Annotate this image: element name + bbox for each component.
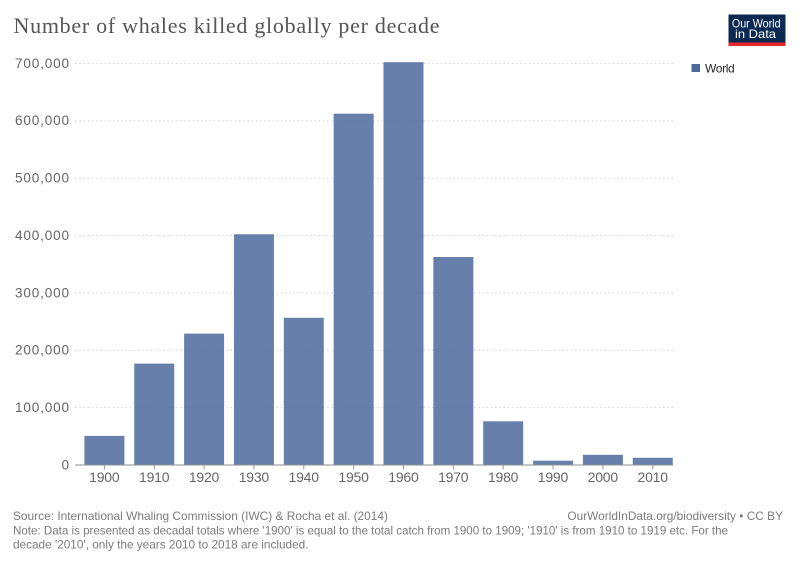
svg-text:Number of whales killed global: Number of whales killed globally per dec…: [14, 13, 440, 38]
svg-text:100,000: 100,000: [15, 400, 69, 415]
svg-text:1920: 1920: [189, 469, 220, 485]
svg-text:500,000: 500,000: [15, 171, 69, 186]
svg-text:1960: 1960: [388, 469, 419, 485]
svg-text:in Data: in Data: [735, 28, 777, 41]
svg-text:Source: International Whaling: Source: International Whaling Commission…: [13, 509, 388, 523]
svg-text:1950: 1950: [338, 469, 369, 485]
svg-text:2010: 2010: [638, 469, 669, 485]
svg-text:1980: 1980: [488, 469, 519, 485]
svg-text:400,000: 400,000: [15, 228, 69, 243]
svg-text:600,000: 600,000: [15, 113, 69, 128]
svg-text:200,000: 200,000: [15, 343, 69, 358]
svg-text:1910: 1910: [139, 469, 170, 485]
svg-text:1900: 1900: [89, 469, 120, 485]
svg-text:1970: 1970: [438, 469, 469, 485]
svg-text:1990: 1990: [538, 469, 569, 485]
svg-text:1930: 1930: [239, 469, 270, 485]
svg-text:OurWorldInData.org/biodiversit: OurWorldInData.org/biodiversity • CC BY: [567, 509, 783, 523]
svg-text:Our World: Our World: [732, 18, 781, 31]
svg-text:1940: 1940: [289, 469, 320, 485]
svg-text:700,000: 700,000: [15, 56, 69, 71]
svg-text:decade '2010', only the years: decade '2010', only the years 2010 to 20…: [13, 538, 309, 552]
svg-text:2000: 2000: [588, 469, 619, 485]
svg-text:Note: Data is presented as dec: Note: Data is presented as decadal total…: [13, 524, 728, 538]
svg-text:300,000: 300,000: [15, 285, 69, 300]
svg-text:World: World: [705, 61, 735, 75]
svg-text:0: 0: [61, 457, 69, 472]
